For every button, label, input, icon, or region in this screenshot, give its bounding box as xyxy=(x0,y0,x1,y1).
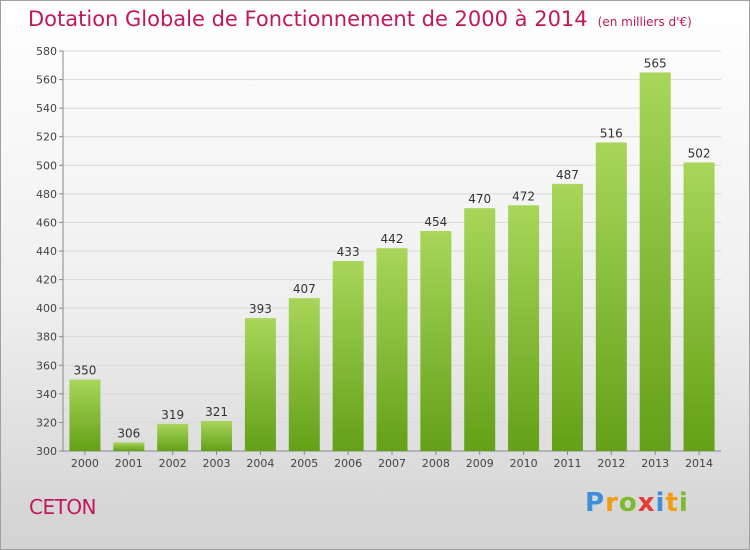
y-tick-label: 540 xyxy=(36,102,57,115)
bar-2005 xyxy=(288,298,320,451)
x-tick-label-2005: 2005 xyxy=(290,457,318,470)
value-label-2010: 472 xyxy=(512,189,535,203)
x-tick-label-2009: 2009 xyxy=(466,457,494,470)
value-label-2002: 319 xyxy=(161,408,184,422)
x-tick-label-2004: 2004 xyxy=(246,457,274,470)
x-tick-label-2003: 2003 xyxy=(203,457,231,470)
bar-2003 xyxy=(201,421,233,451)
x-tick-label-2012: 2012 xyxy=(597,457,625,470)
y-tick-label: 520 xyxy=(36,131,57,144)
x-tick-label-2002: 2002 xyxy=(159,457,187,470)
x-tick-label-2014: 2014 xyxy=(685,457,713,470)
y-tick-label: 340 xyxy=(36,388,57,401)
value-label-2006: 433 xyxy=(337,245,360,259)
x-tick-label-2013: 2013 xyxy=(641,457,669,470)
commune-name: CETON xyxy=(29,495,97,519)
y-tick-label: 560 xyxy=(36,74,57,87)
y-tick-label: 360 xyxy=(36,359,57,372)
value-label-2013: 565 xyxy=(644,56,667,70)
x-tick-label-2000: 2000 xyxy=(71,457,99,470)
bars xyxy=(69,72,715,451)
y-tick-label: 480 xyxy=(36,188,57,201)
bar-2011 xyxy=(551,183,583,451)
bar-2007 xyxy=(376,248,408,451)
value-label-2005: 407 xyxy=(293,282,316,296)
x-tick-label-2007: 2007 xyxy=(378,457,406,470)
value-label-2008: 454 xyxy=(424,215,447,229)
y-tick-label: 580 xyxy=(36,45,57,58)
x-tick-label-2010: 2010 xyxy=(510,457,538,470)
bar-2002 xyxy=(157,423,189,451)
value-label-2011: 487 xyxy=(556,168,579,182)
y-tick-label: 420 xyxy=(36,274,57,287)
value-label-2001: 306 xyxy=(117,426,140,440)
bar-2010 xyxy=(508,205,540,451)
proxiti-logo: Proxiti xyxy=(585,488,689,518)
x-tick-label-2008: 2008 xyxy=(422,457,450,470)
bar-2012 xyxy=(595,142,627,451)
bar-2014 xyxy=(683,162,715,451)
value-label-2012: 516 xyxy=(600,126,623,140)
bar-2013 xyxy=(639,72,671,451)
value-label-2014: 502 xyxy=(688,146,711,160)
y-tick-label: 400 xyxy=(36,302,57,315)
labels: 350 306 319 321 393 407 433 442 454 470 472 487 516 5… xyxy=(73,56,710,440)
value-label-2004: 393 xyxy=(249,302,272,316)
bar-2004 xyxy=(244,318,276,451)
value-label-2009: 470 xyxy=(468,192,491,206)
x-tick-label-2011: 2011 xyxy=(553,457,581,470)
bar-2008 xyxy=(420,231,452,451)
bar-2001 xyxy=(113,442,145,451)
chart-unit: (en milliers d'€) xyxy=(597,15,692,29)
x-tick-label-2001: 2001 xyxy=(115,457,143,470)
bar-2000 xyxy=(69,379,101,451)
y-tick-label: 380 xyxy=(36,331,57,344)
y-tick-label: 320 xyxy=(36,416,57,429)
value-label-2007: 442 xyxy=(381,232,404,246)
x-tick-label-2006: 2006 xyxy=(334,457,362,470)
y-tick-label: 440 xyxy=(36,245,57,258)
y-tick-label: 300 xyxy=(36,445,57,458)
y-tick-label: 460 xyxy=(36,216,57,229)
chart-header: Dotation Globale de Fonctionnement de 20… xyxy=(28,7,692,31)
bar-2006 xyxy=(332,261,364,451)
bar-2009 xyxy=(464,208,496,451)
y-tick-label: 500 xyxy=(36,159,57,172)
value-label-2000: 350 xyxy=(73,364,96,378)
chart-title: Dotation Globale de Fonctionnement de 20… xyxy=(28,7,588,31)
value-label-2003: 321 xyxy=(205,405,228,419)
